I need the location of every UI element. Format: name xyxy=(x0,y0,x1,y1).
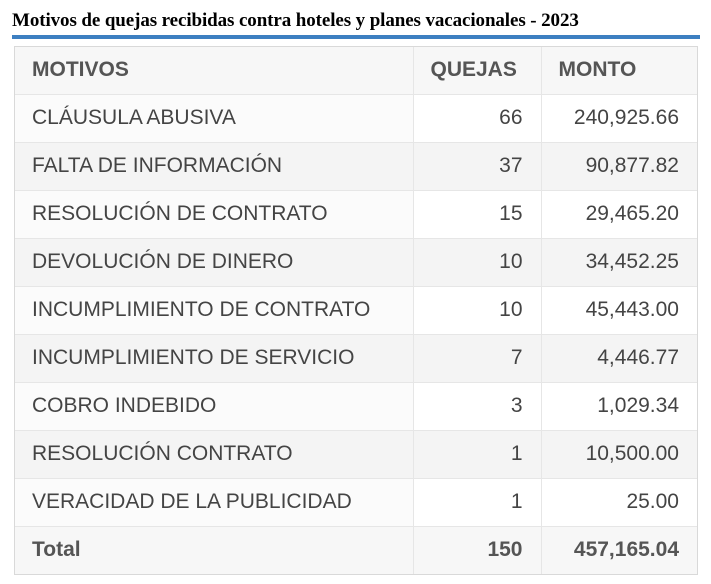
row-quejas: 37 xyxy=(413,142,542,191)
row-quejas: 66 xyxy=(413,94,542,143)
header-monto: MONTO xyxy=(541,47,697,95)
row-monto: 10,500.00 xyxy=(541,430,697,479)
total-label: Total xyxy=(15,526,414,574)
row-quejas: 10 xyxy=(413,286,542,335)
row-quejas: 1 xyxy=(413,430,542,479)
page-title: Motivos de quejas recibidas contra hotel… xyxy=(12,10,579,31)
row-monto: 34,452.25 xyxy=(541,238,697,287)
row-motivo: INCUMPLIMIENTO DE SERVICIO xyxy=(15,334,414,383)
complaints-table: MOTIVOS QUEJAS MONTO CLÁUSULA ABUSIVA 66… xyxy=(15,47,697,574)
total-monto: 457,165.04 xyxy=(541,526,697,574)
table-row: FALTA DE INFORMACIÓN 37 90,877.82 xyxy=(15,142,697,191)
row-monto: 90,877.82 xyxy=(541,142,697,191)
row-monto: 45,443.00 xyxy=(541,286,697,335)
row-motivo: VERACIDAD DE LA PUBLICIDAD xyxy=(15,478,414,527)
row-quejas: 1 xyxy=(413,478,542,527)
total-quejas: 150 xyxy=(413,526,542,574)
row-monto: 29,465.20 xyxy=(541,190,697,239)
table-header-row: MOTIVOS QUEJAS MONTO xyxy=(15,47,697,95)
row-quejas: 10 xyxy=(413,238,542,287)
row-motivo: DEVOLUCIÓN DE DINERO xyxy=(15,238,414,287)
row-quejas: 7 xyxy=(413,334,542,383)
table-total-row: Total 150 457,165.04 xyxy=(15,526,697,574)
row-monto: 240,925.66 xyxy=(541,94,697,143)
row-motivo: COBRO INDEBIDO xyxy=(15,382,414,431)
header-motivos: MOTIVOS xyxy=(15,47,414,95)
table-row: RESOLUCIÓN DE CONTRATO 15 29,465.20 xyxy=(15,190,697,239)
header-quejas: QUEJAS xyxy=(413,47,542,95)
row-motivo: RESOLUCIÓN CONTRATO xyxy=(15,430,414,479)
table-row: INCUMPLIMIENTO DE CONTRATO 10 45,443.00 xyxy=(15,286,697,335)
row-motivo: CLÁUSULA ABUSIVA xyxy=(15,94,414,143)
table-row: RESOLUCIÓN CONTRATO 1 10,500.00 xyxy=(15,430,697,479)
row-motivo: INCUMPLIMIENTO DE CONTRATO xyxy=(15,286,414,335)
row-motivo: FALTA DE INFORMACIÓN xyxy=(15,142,414,191)
table-row: CLÁUSULA ABUSIVA 66 240,925.66 xyxy=(15,94,697,143)
row-monto: 1,029.34 xyxy=(541,382,697,431)
row-monto: 4,446.77 xyxy=(541,334,697,383)
table-row: VERACIDAD DE LA PUBLICIDAD 1 25.00 xyxy=(15,478,697,527)
row-quejas: 3 xyxy=(413,382,542,431)
table-row: INCUMPLIMIENTO DE SERVICIO 7 4,446.77 xyxy=(15,334,697,383)
complaints-table-container: MOTIVOS QUEJAS MONTO CLÁUSULA ABUSIVA 66… xyxy=(14,46,698,575)
row-monto: 25.00 xyxy=(541,478,697,527)
table-row: COBRO INDEBIDO 3 1,029.34 xyxy=(15,382,697,431)
table-row: DEVOLUCIÓN DE DINERO 10 34,452.25 xyxy=(15,238,697,287)
title-underline xyxy=(12,35,700,39)
row-quejas: 15 xyxy=(413,190,542,239)
row-motivo: RESOLUCIÓN DE CONTRATO xyxy=(15,190,414,239)
